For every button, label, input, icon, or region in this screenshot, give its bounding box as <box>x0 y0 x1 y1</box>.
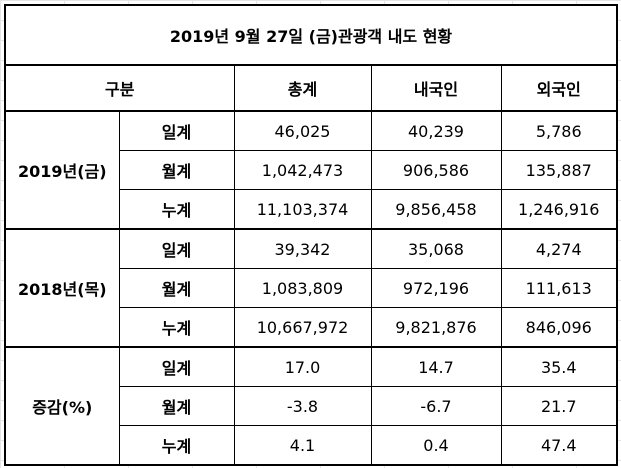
column-header: 내국인 <box>370 64 502 112</box>
column-header: 외국인 <box>500 64 618 112</box>
value-cell: 4.1 <box>233 425 372 466</box>
table-row: 2019년(금) 일계 46,025 40,239 5,786 <box>4 110 618 230</box>
value-cell: 21.7 <box>500 386 618 426</box>
value-cell: -6.7 <box>370 386 502 426</box>
table-title: 2019년 9월 27일 (금)관광객 내도 현황 <box>4 4 618 66</box>
value-cell: 14.7 <box>370 346 502 387</box>
table-row: 구분 총계 내국인 외국인 <box>4 64 618 112</box>
value-cell: 39,342 <box>233 228 372 269</box>
value-cell: 47.4 <box>500 425 618 466</box>
value-cell: 4,274 <box>500 228 618 269</box>
value-cell: 11,103,374 <box>233 189 372 230</box>
group-label: 2019년(금) <box>4 110 120 230</box>
table-row: 누계 4.1 0.4 47.4 <box>5 425 618 466</box>
value-cell: 10,667,972 <box>233 307 372 348</box>
value-cell: 35,068 <box>370 228 502 269</box>
table-row: 월계 1,083,809 972,196 111,613 <box>5 268 618 308</box>
value-cell: 40,239 <box>370 110 502 151</box>
value-cell: 9,856,458 <box>370 189 502 230</box>
value-cell: 17.0 <box>233 346 372 387</box>
value-cell: 972,196 <box>370 268 502 308</box>
tourist-table: 2019년 9월 27일 (금)관광객 내도 현황 구분 총계 내국인 외국인 2019… <box>4 4 618 466</box>
row-label: 월계 <box>118 268 235 308</box>
value-cell: -3.8 <box>233 386 372 426</box>
table-row: 월계 -3.8 -6.7 21.7 <box>5 386 618 426</box>
table-row: 누계 10,667,972 9,821,876 846,096 <box>5 307 618 348</box>
group-label: 2018년(목) <box>4 228 120 348</box>
row-label: 일계 <box>118 228 235 269</box>
column-header: 총계 <box>233 64 372 112</box>
value-cell: 906,586 <box>370 150 502 190</box>
table-row: 월계 1,042,473 906,586 135,887 <box>5 150 618 190</box>
value-cell: 846,096 <box>500 307 618 348</box>
row-label: 일계 <box>118 346 235 387</box>
row-label: 누계 <box>118 189 235 230</box>
value-cell: 1,083,809 <box>233 268 372 308</box>
value-cell: 1,042,473 <box>233 150 372 190</box>
value-cell: 9,821,876 <box>370 307 502 348</box>
value-cell: 111,613 <box>500 268 618 308</box>
value-cell: 135,887 <box>500 150 618 190</box>
value-cell: 46,025 <box>233 110 372 151</box>
row-label: 월계 <box>118 386 235 426</box>
value-cell: 1,246,916 <box>500 189 618 230</box>
table-row: 누계 11,103,374 9,856,458 1,246,916 <box>5 189 618 230</box>
value-cell: 5,786 <box>500 110 618 151</box>
group-label: 증감(%) <box>4 346 120 466</box>
row-label: 일계 <box>118 110 235 151</box>
row-label: 누계 <box>118 425 235 466</box>
table-row: 2018년(목) 일계 39,342 35,068 4,274 <box>4 228 618 348</box>
row-label: 월계 <box>118 150 235 190</box>
column-header: 구분 <box>4 64 235 112</box>
row-label: 누계 <box>118 307 235 348</box>
value-cell: 35.4 <box>500 346 618 387</box>
table-row: 증감(%) 일계 17.0 14.7 35.4 <box>4 346 618 466</box>
value-cell: 0.4 <box>370 425 502 466</box>
